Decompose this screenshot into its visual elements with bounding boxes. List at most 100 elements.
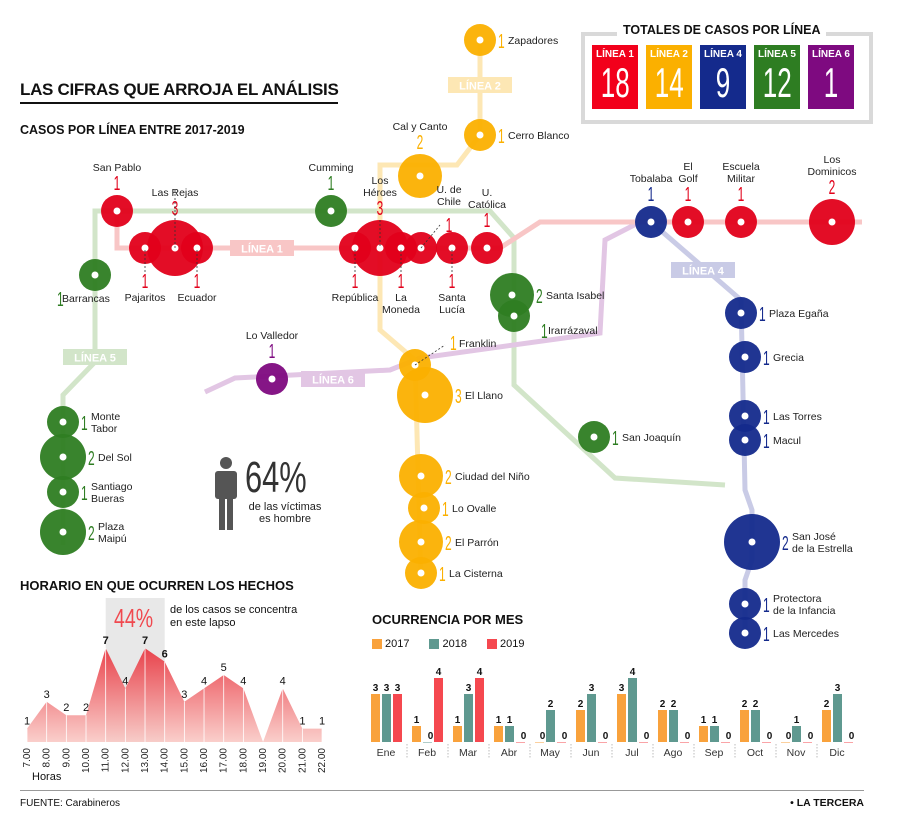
svg-text:LÍNEA 1: LÍNEA 1 (241, 243, 283, 256)
station-count: 1 (450, 333, 457, 355)
station-lo-ovalle[interactable] (408, 492, 440, 524)
station-monte-tabor[interactable] (47, 406, 79, 438)
station-count: 1 (269, 341, 276, 363)
station-irarrázaval[interactable] (498, 300, 530, 332)
highlight-value: 44% (114, 603, 154, 633)
hour-value-label: 4 (122, 675, 128, 687)
station-ecuador[interactable] (181, 232, 213, 264)
station-san-josé-de-la-estrella[interactable] (724, 514, 780, 570)
total-label: LÍNEA 6 (812, 49, 850, 60)
station-santiago-bueras[interactable] (47, 476, 79, 508)
station-dot (508, 291, 516, 299)
station-plaza-maipú[interactable] (40, 509, 86, 555)
station-name: Franklin (459, 338, 497, 350)
month-bar (494, 726, 503, 742)
totals-title: TOTALES DE CASOS POR LÍNEA (617, 23, 827, 37)
month-value-label: 4 (477, 667, 483, 678)
station-name: Las Rejas (152, 187, 199, 199)
month-value-label: 3 (373, 683, 379, 694)
station-cumming[interactable] (315, 195, 347, 227)
station-los-dominicos[interactable] (809, 199, 855, 245)
line-track-L5 (60, 208, 726, 545)
station-grecia[interactable] (729, 341, 761, 373)
month-tick-label: Jul (625, 747, 638, 759)
month-bar (639, 742, 648, 743)
legend-label: 2017 (385, 638, 410, 650)
hour-tick-label: 15.00 (179, 748, 190, 773)
station-count: 1 (114, 173, 121, 195)
station-count: 1 (612, 428, 619, 450)
station-u-católica[interactable] (471, 232, 503, 264)
station-santa-lucía[interactable] (436, 232, 468, 264)
month-chart-title: OCURRENCIA POR MES (372, 612, 524, 627)
station-san-pablo[interactable] (101, 195, 133, 227)
station-escuela-militar[interactable] (725, 206, 757, 238)
station-las-torres[interactable] (729, 400, 761, 432)
month-value-label: 0 (767, 731, 773, 742)
station-name: Plaza Egaña (769, 308, 829, 320)
total-línea-2: LÍNEA 2 14 (646, 45, 692, 109)
month-value-label: 0 (644, 731, 650, 742)
station-tobalaba[interactable] (635, 206, 667, 238)
station-macul[interactable] (729, 424, 761, 456)
station-count: 3 (172, 198, 179, 220)
month-bar (535, 742, 544, 743)
month-bar (434, 678, 443, 742)
station-del-sol[interactable] (40, 434, 86, 480)
station-el-golf[interactable] (672, 206, 704, 238)
month-value-label: 0 (562, 731, 568, 742)
station-pajaritos[interactable] (129, 232, 161, 264)
station-república[interactable] (339, 232, 371, 264)
month-tick-label: Nov (787, 747, 806, 759)
station-dot (476, 36, 484, 44)
main-title: LAS CIFRAS QUE ARROJA EL ANÁLISIS (20, 80, 339, 104)
station-name: Cumming (309, 162, 354, 174)
station-el-parrón[interactable] (399, 520, 443, 564)
station-protectora-de-la-infancia[interactable] (729, 588, 761, 620)
month-bar (628, 678, 637, 742)
station-ciudad-del-niño[interactable] (399, 454, 443, 498)
station-name: Cerro Blanco (508, 130, 569, 142)
total-value: 1 (823, 59, 839, 106)
station-count: 1 (541, 321, 548, 343)
station-name: San Pablo (93, 162, 142, 174)
station-barrancas[interactable] (79, 259, 111, 291)
month-value-label: 2 (671, 699, 677, 710)
month-bar (751, 710, 760, 742)
station-name: San Joaquín (622, 432, 681, 444)
station-dot (376, 244, 384, 252)
total-label: LÍNEA 2 (650, 49, 688, 60)
month-value-label: 3 (466, 683, 472, 694)
station-cerro-blanco[interactable] (464, 119, 496, 151)
station-san-joaquín[interactable] (578, 421, 610, 453)
station-dot (327, 207, 335, 215)
station-count: 1 (328, 173, 335, 195)
month-tick-label: Ago (664, 747, 683, 759)
footer-divider (20, 790, 864, 791)
month-value-label: 3 (395, 683, 401, 694)
station-dot (748, 538, 756, 546)
month-value-label: 1 (712, 715, 718, 726)
station-name: Ciudad del Niño (455, 471, 530, 483)
month-tick-label: Ene (377, 747, 396, 759)
station-las-mercedes[interactable] (729, 617, 761, 649)
station-name: U. de Chile (436, 184, 461, 208)
station-zapadores[interactable] (464, 24, 496, 56)
station-el-llano[interactable] (397, 367, 453, 423)
station-lo-valledor[interactable] (256, 363, 288, 395)
station-count: 2 (829, 177, 836, 199)
station-dot (91, 271, 99, 279)
legend-item: 2018 (429, 638, 467, 650)
station-plaza-egaña[interactable] (725, 297, 757, 329)
station-dot (476, 131, 484, 139)
station-la-cisterna[interactable] (405, 557, 437, 589)
month-bar (505, 726, 514, 742)
station-name: U. Católica (468, 187, 506, 211)
month-value-label: 2 (742, 699, 748, 710)
station-cal-y-canto[interactable] (398, 154, 442, 198)
month-value-label: 3 (589, 683, 595, 694)
station-count: 3 (455, 386, 462, 408)
month-value-label: 0 (428, 731, 434, 742)
month-bar (781, 742, 790, 743)
